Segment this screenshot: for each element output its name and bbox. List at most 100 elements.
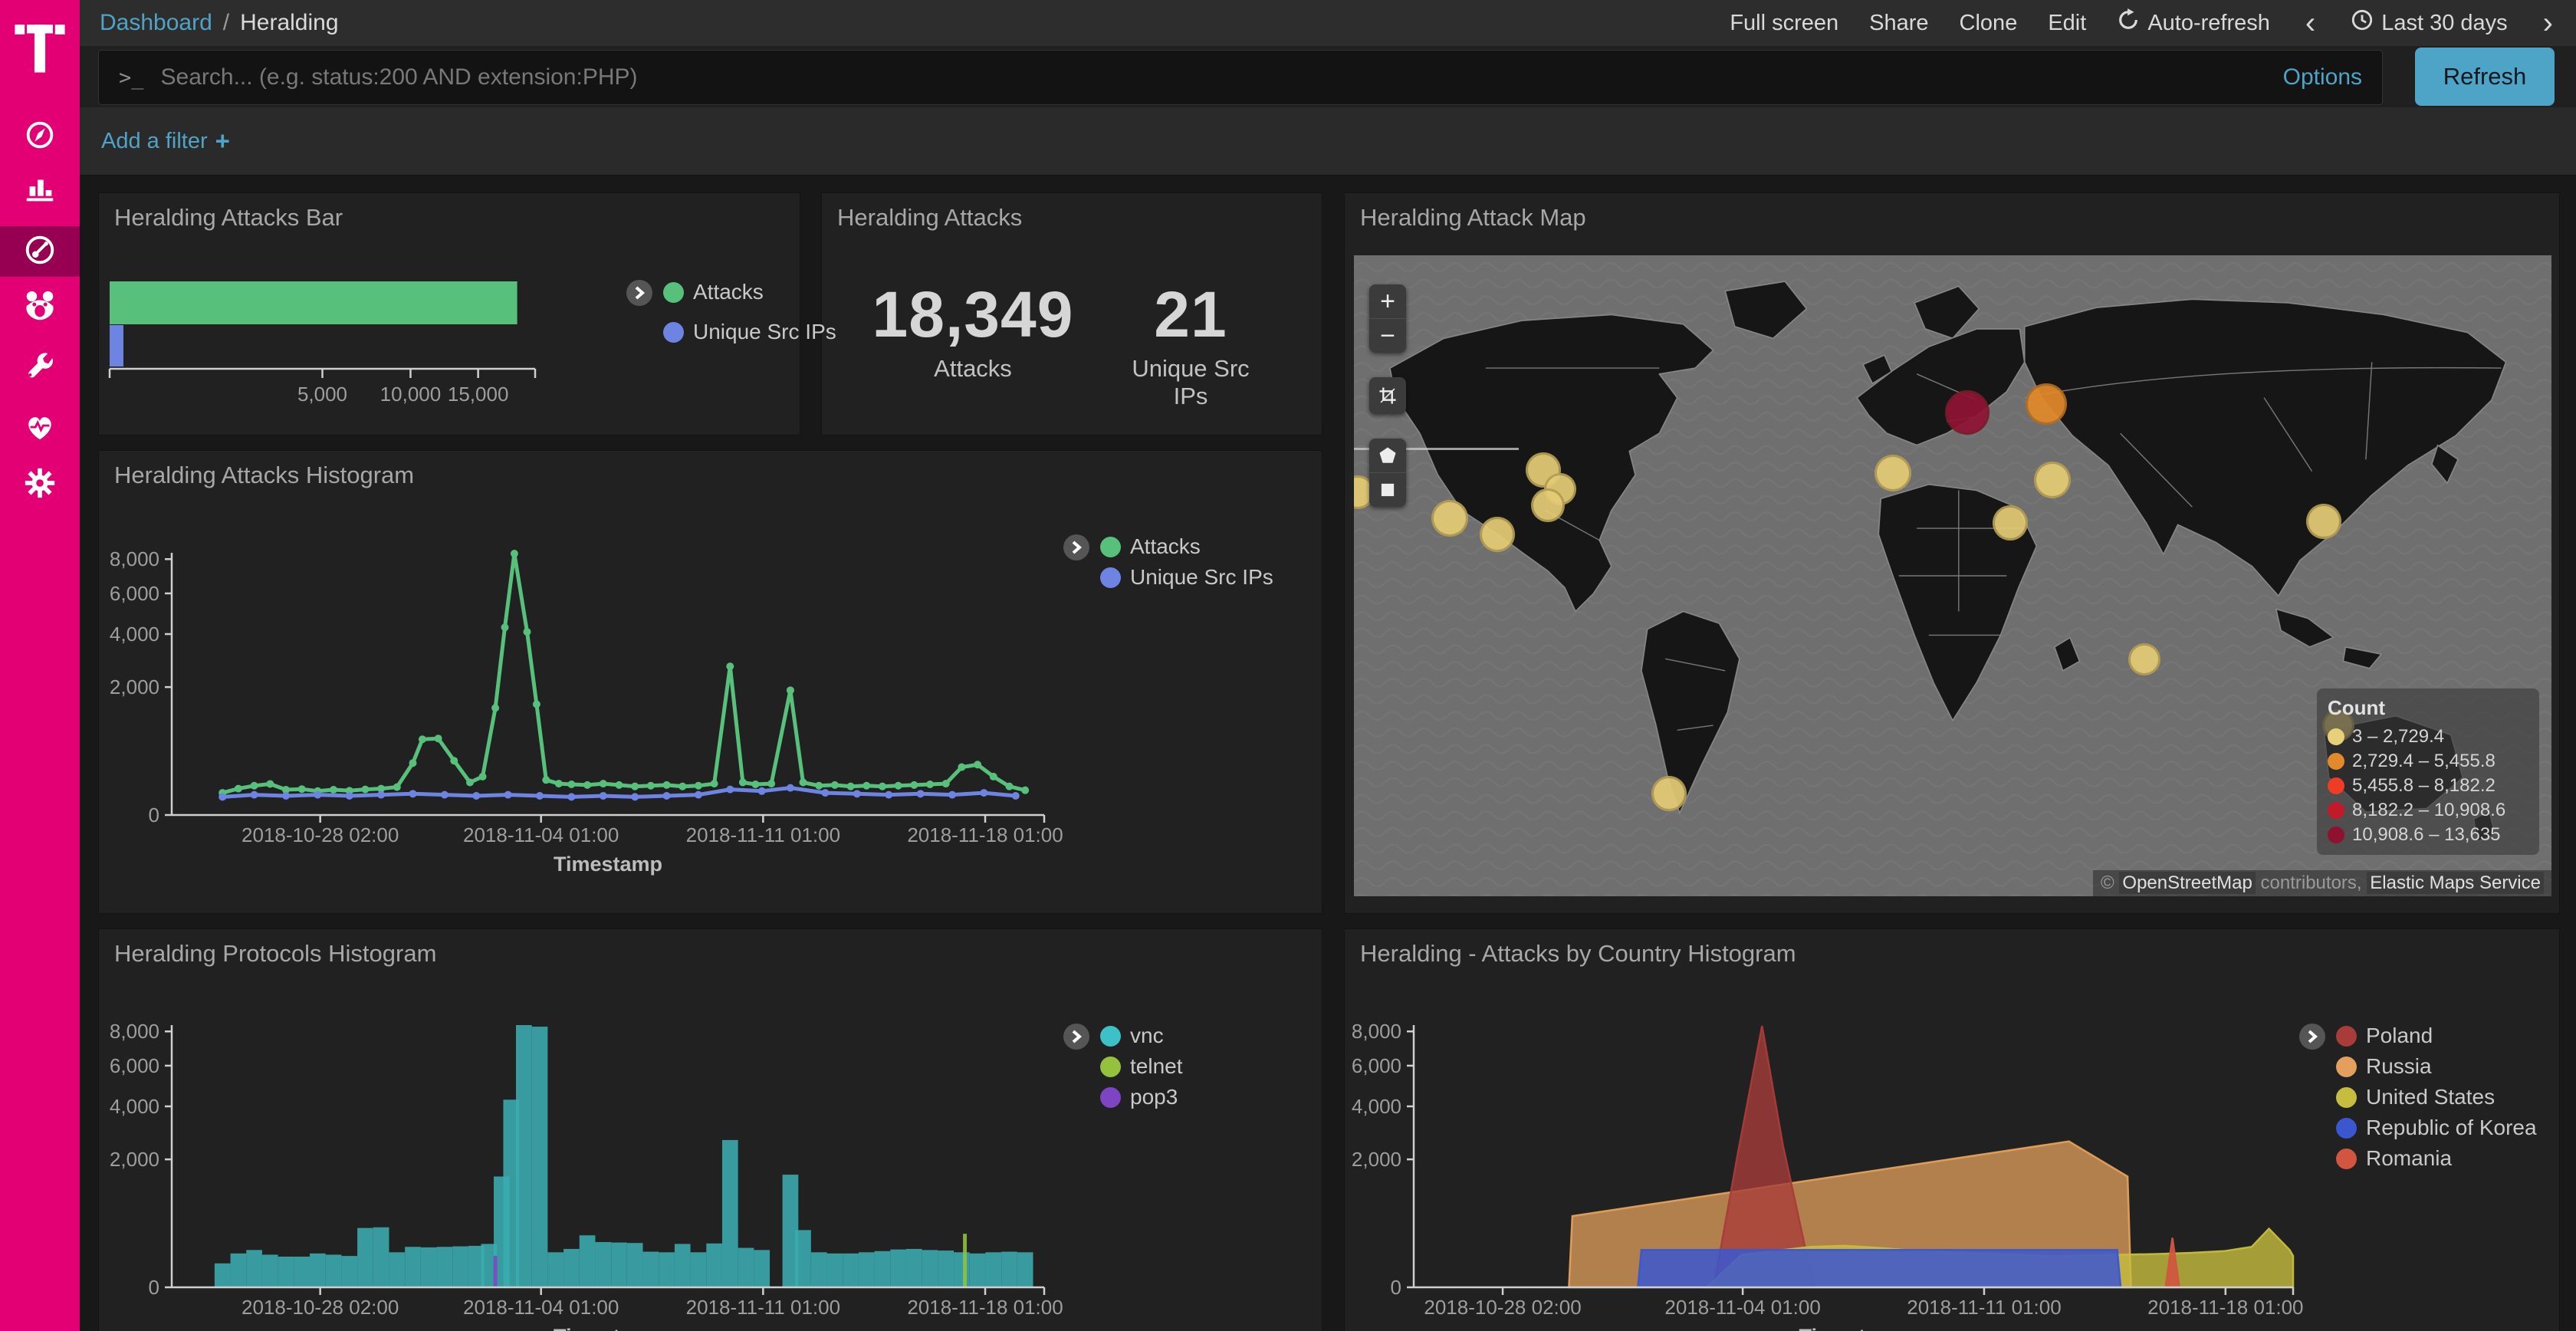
- zoom-in-button[interactable]: +: [1380, 286, 1395, 316]
- fit-data-bounds-button[interactable]: [1369, 377, 1406, 414]
- legend-item[interactable]: Attacks: [1100, 534, 1273, 560]
- draw-rectangle-button[interactable]: [1369, 472, 1406, 507]
- legend-item[interactable]: Republic of Korea: [2336, 1115, 2537, 1141]
- svg-text:2018-11-04 01:00: 2018-11-04 01:00: [463, 823, 619, 846]
- legend-swatch: [2336, 1056, 2357, 1077]
- auto-refresh-button[interactable]: Auto-refresh: [2117, 8, 2270, 38]
- attack-location-dot[interactable]: [1944, 389, 1990, 435]
- plus-icon: +: [215, 127, 230, 155]
- metric-value: 21: [1154, 278, 1227, 350]
- zoom-out-button[interactable]: −: [1369, 318, 1406, 353]
- time-forward-button[interactable]: ›: [2542, 6, 2553, 40]
- attacks-bar-chart[interactable]: 5,000 10,000 15,000: [99, 193, 800, 435]
- t-mobile-logo[interactable]: [14, 14, 66, 84]
- metric-label: Attacks: [934, 355, 1012, 382]
- heartbeat-icon: [22, 409, 58, 449]
- country-histogram-chart[interactable]: 0 2,000 4,000 6,000 8,000 2018-10-28 02:00 201…: [1345, 929, 2559, 1331]
- ems-link[interactable]: Elastic Maps Service: [2367, 872, 2544, 894]
- sidebar-item-discover[interactable]: [0, 111, 80, 162]
- share-button[interactable]: Share: [1869, 10, 1929, 35]
- legend-collapse-icon[interactable]: [626, 280, 652, 306]
- svg-text:Timestamp: Timestamp: [1799, 1325, 1907, 1331]
- add-filter-button[interactable]: Add a filter +: [101, 127, 230, 155]
- protocols-histogram-chart[interactable]: 0 2,000 4,000 6,000 8,000 2018-10-28 02:00 201…: [99, 929, 1322, 1331]
- attack-location-dot[interactable]: [2025, 383, 2067, 425]
- legend-item[interactable]: telnet: [1100, 1053, 1183, 1080]
- legend-item[interactable]: Romania: [2336, 1145, 2537, 1172]
- svg-text:6,000: 6,000: [110, 582, 159, 605]
- attacks-histogram-chart[interactable]: 0 2,000 4,000 6,000 8,000 2018-10-28 02:00 201…: [99, 451, 1322, 913]
- svg-text:2,000: 2,000: [1352, 1148, 1401, 1171]
- legend-item[interactable]: Attacks: [663, 279, 836, 305]
- clone-button[interactable]: Clone: [1959, 10, 2018, 35]
- search-input[interactable]: >_ Search... (e.g. status:200 AND extens…: [98, 50, 2383, 105]
- legend-item[interactable]: Russia: [2336, 1053, 2537, 1080]
- svg-text:8,000: 8,000: [110, 547, 159, 570]
- osm-link[interactable]: OpenStreetMap: [2119, 872, 2256, 894]
- legend-row: 3 – 2,729.4: [2328, 725, 2528, 749]
- legend-row: 10,908.6 – 13,635: [2328, 823, 2528, 847]
- svg-text:2018-11-18 01:00: 2018-11-18 01:00: [907, 823, 1063, 846]
- svg-text:4,000: 4,000: [110, 623, 159, 646]
- metric-value: 18,349: [872, 278, 1074, 350]
- panel-title: Heralding Attacks Bar: [114, 204, 343, 231]
- full-screen-button[interactable]: Full screen: [1730, 10, 1839, 35]
- attack-location-dot[interactable]: [1531, 488, 1566, 523]
- panel-attack-map: Heralding Attack Map: [1344, 192, 2560, 914]
- map-tile-seam: [1354, 448, 1519, 450]
- chart-legend: Attacks Unique Src IPs: [1063, 534, 1273, 590]
- time-back-button[interactable]: ‹: [2305, 6, 2316, 40]
- panel-title: Heralding Protocols Histogram: [114, 940, 437, 967]
- sidebar-item-visualize[interactable]: [0, 166, 80, 216]
- svg-text:2018-11-04 01:00: 2018-11-04 01:00: [1664, 1296, 1820, 1319]
- draw-polygon-button[interactable]: [1369, 439, 1406, 472]
- attack-location-dot[interactable]: [2033, 461, 2071, 498]
- top-menu: Full screen Share Clone Edit Auto-refres…: [1730, 0, 2558, 46]
- metric-label: Unique Src IPs: [1132, 355, 1250, 409]
- attack-location-dot[interactable]: [1651, 776, 1687, 812]
- legend-item[interactable]: pop3: [1100, 1084, 1183, 1110]
- attack-location-dot[interactable]: [1431, 499, 1468, 537]
- legend-swatch: [2328, 753, 2344, 770]
- compass-icon: [22, 117, 58, 156]
- legend-collapse-icon[interactable]: [2299, 1024, 2325, 1050]
- panel-title: Heralding Attacks: [837, 204, 1023, 231]
- legend-item[interactable]: Poland: [2336, 1023, 2537, 1049]
- svg-text:6,000: 6,000: [110, 1054, 159, 1077]
- time-range-button[interactable]: Last 30 days: [2351, 8, 2508, 38]
- legend-item[interactable]: Unique Src IPs: [663, 319, 836, 345]
- sidebar-item-devtools[interactable]: [0, 343, 80, 393]
- legend-swatch: [2328, 802, 2344, 819]
- legend-swatch: [2328, 827, 2344, 843]
- attack-location-dot[interactable]: [1874, 455, 1911, 492]
- edit-button[interactable]: Edit: [2048, 10, 2087, 35]
- legend-item[interactable]: United States: [2336, 1084, 2537, 1110]
- sidebar-item-dashboard-active[interactable]: [0, 226, 80, 277]
- attack-location-dot[interactable]: [2128, 642, 2160, 675]
- sidebar-item-tpot[interactable]: [0, 282, 80, 333]
- legend-swatch: [663, 321, 684, 343]
- attack-location-dot[interactable]: [1992, 505, 2028, 541]
- world-map[interactable]: + − Count: [1354, 255, 2551, 896]
- attack-location-dot[interactable]: [1480, 516, 1516, 552]
- legend-item[interactable]: Unique Src IPs: [1100, 564, 1273, 590]
- svg-text:2018-10-28 02:00: 2018-10-28 02:00: [242, 823, 399, 846]
- panel-title: Heralding Attack Map: [1360, 204, 1586, 231]
- refresh-button[interactable]: Refresh: [2415, 48, 2555, 106]
- sidebar-item-management[interactable]: [0, 459, 80, 510]
- query-options-link[interactable]: Options: [2282, 64, 2362, 90]
- breadcrumb-dashboard-link[interactable]: Dashboard: [100, 10, 212, 35]
- legend-collapse-icon[interactable]: [1063, 1024, 1089, 1050]
- legend-collapse-icon[interactable]: [1063, 534, 1089, 560]
- svg-text:Timestamp: Timestamp: [554, 853, 662, 876]
- clock-icon: [2351, 8, 2374, 38]
- filter-bar: Add a filter +: [80, 107, 2576, 176]
- app-sidebar: [0, 0, 80, 1331]
- legend-item[interactable]: vnc: [1100, 1023, 1183, 1049]
- sidebar-item-monitoring[interactable]: [0, 403, 80, 454]
- legend-row: 8,182.2 – 10,908.6: [2328, 798, 2528, 823]
- svg-text:6,000: 6,000: [1352, 1054, 1401, 1077]
- chart-legend: Poland Russia United States Republic of …: [2299, 1023, 2537, 1172]
- attack-location-dot[interactable]: [2306, 503, 2342, 539]
- svg-text:2018-11-18 01:00: 2018-11-18 01:00: [907, 1296, 1063, 1319]
